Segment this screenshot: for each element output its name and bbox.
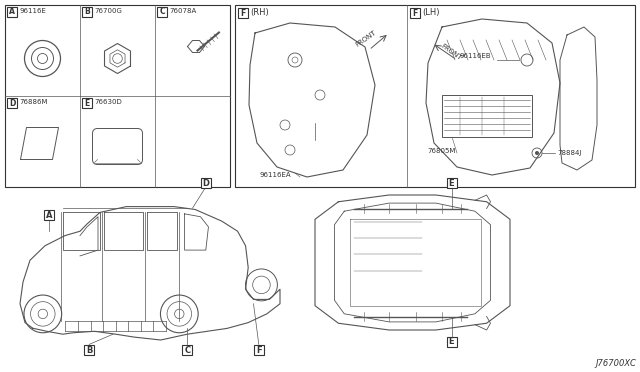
Bar — [201, 178, 211, 188]
Text: 76805M: 76805M — [427, 148, 456, 154]
Bar — [82, 7, 92, 17]
Text: FRONT: FRONT — [440, 42, 463, 61]
Text: 96116EA: 96116EA — [259, 172, 291, 178]
Text: C: C — [184, 346, 190, 355]
Text: FRONT: FRONT — [355, 29, 378, 48]
Text: J76700XC: J76700XC — [595, 359, 636, 368]
Bar — [44, 210, 54, 220]
Text: 76700G: 76700G — [94, 8, 122, 14]
Bar — [235, 5, 635, 187]
Bar — [447, 178, 456, 188]
Bar — [254, 345, 264, 355]
Text: 76630D: 76630D — [94, 99, 122, 105]
Circle shape — [535, 151, 539, 155]
Text: 76078A: 76078A — [169, 8, 196, 14]
Bar — [5, 5, 230, 187]
Text: D: D — [9, 99, 15, 108]
Text: E: E — [84, 99, 90, 108]
Text: F: F — [256, 346, 262, 355]
Bar — [7, 98, 17, 108]
Text: 78884J: 78884J — [557, 150, 581, 156]
Bar — [238, 8, 248, 18]
Bar — [447, 337, 456, 347]
Text: E: E — [449, 179, 454, 187]
Text: D: D — [202, 179, 209, 187]
Text: 96116E: 96116E — [19, 8, 46, 14]
Text: 76886M: 76886M — [19, 99, 47, 105]
Text: (LH): (LH) — [422, 9, 440, 17]
Bar — [442, 95, 532, 137]
Text: E: E — [449, 337, 454, 346]
Text: B: B — [84, 7, 90, 16]
Text: F: F — [412, 9, 418, 17]
Text: (RH): (RH) — [250, 9, 269, 17]
Bar — [157, 7, 167, 17]
Bar — [182, 345, 192, 355]
Text: F: F — [241, 9, 246, 17]
Text: A: A — [46, 211, 52, 220]
Bar — [410, 8, 420, 18]
Text: B: B — [86, 346, 92, 355]
Text: 96116EB: 96116EB — [460, 53, 492, 59]
Text: A: A — [9, 7, 15, 16]
Bar — [7, 7, 17, 17]
Bar — [84, 345, 94, 355]
Text: C: C — [159, 7, 165, 16]
Bar — [82, 98, 92, 108]
